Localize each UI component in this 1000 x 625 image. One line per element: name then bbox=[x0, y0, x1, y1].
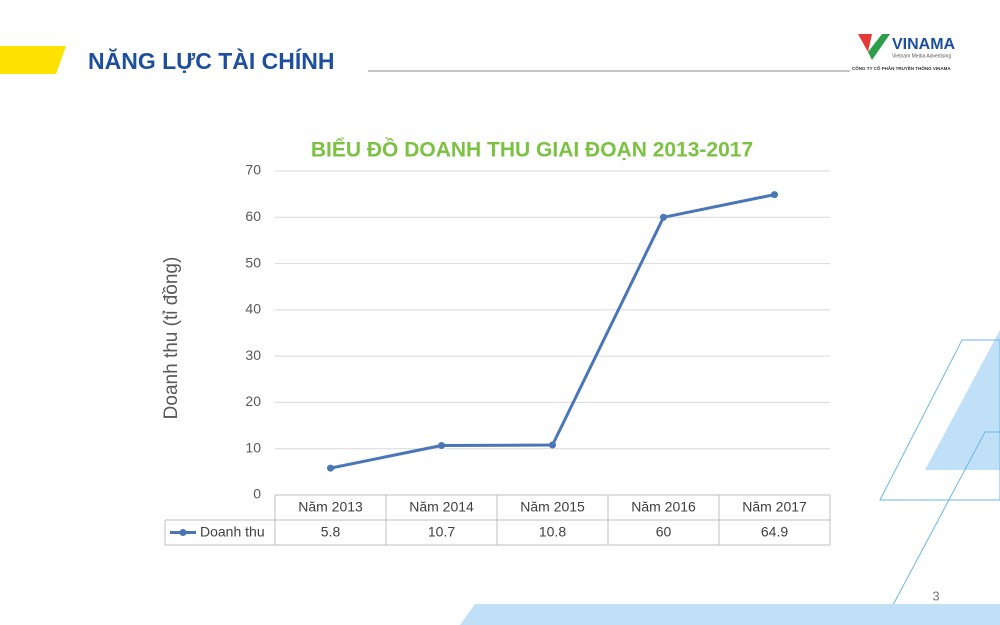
y-tick-label: 50 bbox=[245, 254, 261, 270]
logo-tagline: Vietnam Media Advertising bbox=[892, 53, 951, 59]
page-number: 3 bbox=[932, 588, 939, 603]
y-tick-label: 70 bbox=[245, 162, 261, 178]
x-tick-label: Năm 2017 bbox=[742, 499, 807, 515]
y-tick-label: 60 bbox=[245, 208, 261, 224]
header-title: NĂNG LỰC TÀI CHÍNH bbox=[88, 47, 335, 74]
chart-title: BIỂU ĐỒ DOANH THU GIAI ĐOẠN 2013-2017 bbox=[311, 138, 753, 162]
marker bbox=[660, 213, 667, 221]
y-tick-label: 30 bbox=[245, 347, 261, 363]
legend-label: Doanh thu bbox=[200, 524, 265, 540]
y-tick-label: 40 bbox=[245, 301, 261, 317]
chart: 0 10 20 30 40 50 60 70 Năm 2013 Năm 2014 Năm 2015 N… bbox=[164, 162, 831, 546]
y-tick-label: 10 bbox=[245, 439, 261, 455]
decor-outline bbox=[892, 431, 1000, 606]
marker bbox=[549, 441, 556, 449]
logo-company: CÔNG TY CỔ PHẦN TRUYỀN THÔNG VINAMA bbox=[852, 64, 951, 71]
marker bbox=[438, 441, 445, 449]
y-axis-label: Doanh thu (tỉ đồng) bbox=[161, 257, 182, 420]
table-value: 10.8 bbox=[539, 524, 566, 540]
decor-triangle bbox=[925, 330, 1000, 470]
table-value: 64.9 bbox=[761, 524, 788, 540]
y-tick-label: 20 bbox=[245, 393, 261, 409]
x-tick-label: Năm 2015 bbox=[520, 499, 585, 515]
legend-marker bbox=[179, 529, 187, 536]
line bbox=[330, 193, 775, 470]
x-tick-label: Năm 2016 bbox=[631, 499, 696, 515]
logo-mark bbox=[858, 34, 872, 52]
table-value: 5.8 bbox=[321, 524, 341, 540]
y-tick-label: 0 bbox=[253, 486, 261, 502]
x-tick-label: Năm 2013 bbox=[298, 499, 363, 515]
table-value: 10.7 bbox=[428, 524, 455, 540]
x-tick-label: Năm 2014 bbox=[409, 499, 474, 515]
logo-mark bbox=[868, 34, 890, 60]
marker bbox=[327, 464, 334, 472]
logo-name: VINAMA bbox=[892, 36, 956, 53]
decor-bar bbox=[460, 604, 1000, 625]
header-accent bbox=[0, 46, 66, 74]
decor-outline bbox=[879, 339, 1000, 501]
table-value: 60 bbox=[656, 524, 672, 540]
marker bbox=[771, 191, 778, 199]
